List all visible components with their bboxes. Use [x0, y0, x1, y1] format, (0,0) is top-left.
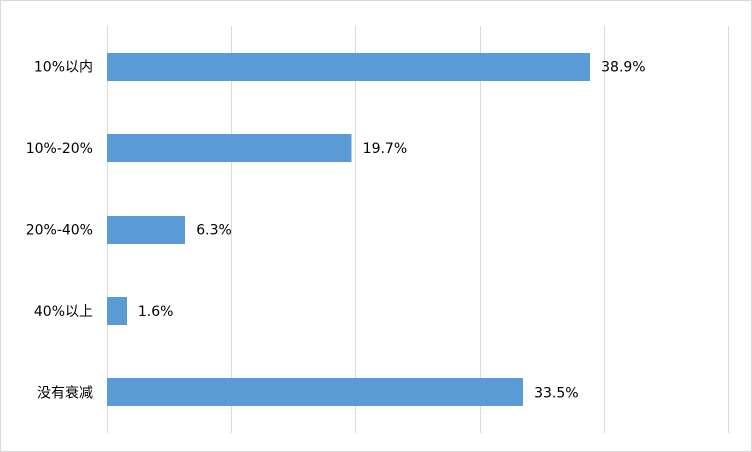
data-label: 38.9%	[601, 60, 645, 76]
category-label: 10%以内	[34, 60, 93, 76]
bars	[107, 53, 591, 406]
category-label: 10%-20%	[26, 141, 93, 157]
bar	[107, 378, 524, 406]
bar	[107, 53, 591, 81]
grid-lines	[107, 26, 729, 433]
category-label: 40%以上	[34, 304, 93, 320]
category-label: 没有衰减	[37, 384, 93, 401]
category-label: 20%-40%	[26, 223, 93, 239]
bar	[107, 216, 186, 244]
data-label: 19.7%	[363, 141, 407, 157]
data-label: 1.6%	[138, 304, 174, 320]
bar	[107, 297, 127, 325]
labels: 10%以内 38.9% 10%-20% 19.7% 20%-40% 6.3% 40%以上 1.…	[26, 60, 646, 402]
bar	[107, 134, 352, 162]
data-label: 33.5%	[534, 385, 578, 401]
data-label: 6.3%	[196, 223, 232, 239]
